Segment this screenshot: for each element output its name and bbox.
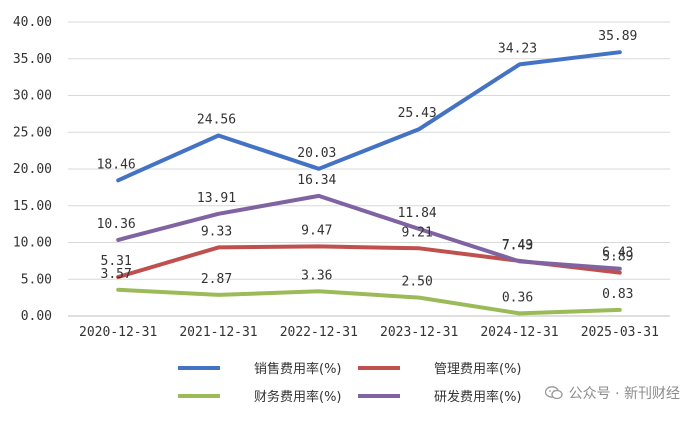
- y-tick-label: 0.00: [21, 309, 52, 324]
- data-label: 13.91: [197, 191, 236, 206]
- data-label: 25.43: [398, 106, 437, 121]
- legend-label: 财务费用率(%): [254, 389, 342, 405]
- wechat-icon: [544, 386, 563, 400]
- y-tick-label: 15.00: [13, 199, 52, 214]
- data-label: 10.36: [97, 217, 136, 232]
- data-label: 5.89: [602, 250, 633, 265]
- watermark: 公众号 · 新刊财经: [544, 383, 680, 403]
- legend-label: 管理费用率(%): [434, 361, 522, 377]
- data-label: 7.43: [502, 238, 533, 253]
- data-label: 11.84: [398, 206, 437, 221]
- data-label: 0.36: [502, 290, 533, 305]
- legend: 销售费用率(%) 管理费用率(%) 财务费用率(%) 研发费用率(%): [178, 361, 522, 405]
- x-tick-label: 2024-12-31: [480, 325, 558, 340]
- y-tick-label: 40.00: [13, 15, 52, 30]
- data-label: 2.50: [402, 275, 433, 290]
- data-label: 3.57: [101, 267, 132, 282]
- x-tick-label: 2023-12-31: [380, 325, 458, 340]
- data-label: 20.03: [297, 146, 336, 161]
- x-axis-ticks: 2020-12-31 2021-12-31 2022-12-31 2023-12-31…: [79, 325, 659, 340]
- x-tick-label: 2021-12-31: [179, 325, 257, 340]
- x-tick-label: 2025-03-31: [581, 325, 659, 340]
- y-axis-ticks: 0.00 5.00 10.00 15.00 20.00 25.00 30.00 35.00 40…: [13, 15, 52, 324]
- y-tick-label: 35.00: [13, 52, 52, 67]
- series-line-1: [116, 50, 622, 183]
- data-label: 6.43: [602, 246, 633, 261]
- data-labels: 18.46 24.56 20.03 25.43 34.23 35.89 5.31 9.33 9.…: [97, 29, 638, 305]
- data-label: 16.34: [297, 173, 336, 188]
- data-label: 2.87: [201, 272, 232, 287]
- x-tick-label: 2022-12-31: [280, 325, 358, 340]
- data-label: 9.33: [201, 224, 232, 239]
- data-label: 35.89: [598, 29, 637, 44]
- series-line-3: [116, 287, 622, 316]
- data-label: 3.36: [301, 268, 332, 283]
- x-tick-label: 2020-12-31: [79, 325, 157, 340]
- data-label: 24.56: [197, 112, 236, 127]
- y-tick-label: 30.00: [13, 89, 52, 104]
- data-label: 7.49: [502, 238, 533, 253]
- data-label: 0.83: [602, 287, 633, 302]
- data-label: 9.47: [301, 223, 332, 238]
- data-label: 5.31: [101, 254, 132, 269]
- data-label: 18.46: [97, 157, 136, 172]
- y-tick-label: 20.00: [13, 162, 52, 177]
- data-label: 34.23: [498, 41, 537, 56]
- y-tick-label: 10.00: [13, 236, 52, 251]
- gridlines: [68, 21, 670, 317]
- watermark-text: 公众号 · 新刊财经: [568, 386, 680, 402]
- series-line-4: [116, 193, 622, 271]
- legend-label: 销售费用率(%): [254, 361, 342, 377]
- y-tick-label: 25.00: [13, 125, 52, 140]
- data-label: 9.21: [402, 225, 433, 240]
- series-lines: [116, 50, 622, 316]
- y-tick-label: 5.00: [21, 272, 52, 287]
- legend-label: 研发费用率(%): [434, 389, 522, 405]
